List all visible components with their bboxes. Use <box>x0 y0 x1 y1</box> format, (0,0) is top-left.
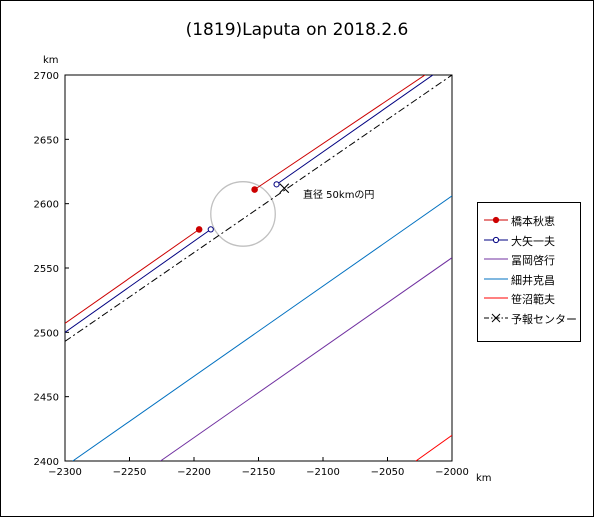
x-tick-label: −2100 <box>306 467 340 478</box>
x-tick-label: −2250 <box>113 467 147 478</box>
y-tick-label: 2550 <box>34 264 59 275</box>
x-tick-label: −2000 <box>435 467 469 478</box>
chart-title: (1819)Laputa on 2018.2.6 <box>185 20 409 40</box>
legend-item: 冨岡啓行 <box>478 250 582 270</box>
x-tick-label: −2200 <box>177 467 211 478</box>
legend-label: 大矢一夫 <box>511 234 555 248</box>
legend-symbol <box>484 313 508 322</box>
y-tick-label: 2650 <box>34 135 59 146</box>
series-point-5 <box>279 183 290 194</box>
x-axis-label: km <box>476 473 492 484</box>
series-point-0 <box>251 186 258 193</box>
series-point-1 <box>207 226 214 233</box>
legend-label: 橋本秋恵 <box>511 215 555 228</box>
y-tick-label: 2450 <box>34 393 59 404</box>
series-line-0 <box>65 228 200 324</box>
y-axis-label: km <box>43 55 59 66</box>
legend-label: 笹沼範夫 <box>511 293 555 306</box>
legend-symbol <box>484 258 508 260</box>
legend-symbol <box>484 216 508 224</box>
x-tick-label: −2050 <box>371 467 405 478</box>
series-line-1 <box>65 228 212 333</box>
series-line-1 <box>276 75 434 185</box>
legend-item: 予報センター <box>478 309 582 329</box>
legend-symbol <box>484 278 508 279</box>
legend-symbol <box>484 236 508 243</box>
legend-item: 大矢一夫 <box>478 231 582 251</box>
series-point-0 <box>195 226 203 233</box>
legend-label: 予報センター <box>511 312 577 326</box>
reference-circle <box>210 181 276 247</box>
series-line-2 <box>160 257 452 461</box>
series-line-0 <box>254 75 426 190</box>
y-tick-label: 2700 <box>34 71 59 82</box>
legend-item: 細井克昌 <box>478 270 582 290</box>
y-tick-label: 2600 <box>34 200 59 211</box>
x-tick-label: −2300 <box>48 467 82 478</box>
series-line-5 <box>65 75 452 342</box>
circle-annotation: 直径 50kmの円 <box>303 188 374 201</box>
legend: 橋本秋恵大矢一夫冨岡啓行細井克昌笹沼範夫予報センター <box>477 202 581 342</box>
series-line-3 <box>72 195 452 461</box>
legend-label: 冨岡啓行 <box>511 254 555 267</box>
legend-item: 橋本秋恵 <box>478 211 582 231</box>
legend-item: 笹沼範夫 <box>478 289 582 309</box>
x-tick-label: −2150 <box>242 467 276 478</box>
plot-border <box>64 74 453 462</box>
series-group <box>65 75 452 461</box>
series-point-1 <box>273 181 280 188</box>
legend-label: 細井克昌 <box>511 273 555 287</box>
series-line-4 <box>415 434 452 461</box>
y-tick-label: 2500 <box>34 328 59 339</box>
legend-symbol <box>484 297 508 299</box>
y-tick-label: 2400 <box>34 457 59 468</box>
